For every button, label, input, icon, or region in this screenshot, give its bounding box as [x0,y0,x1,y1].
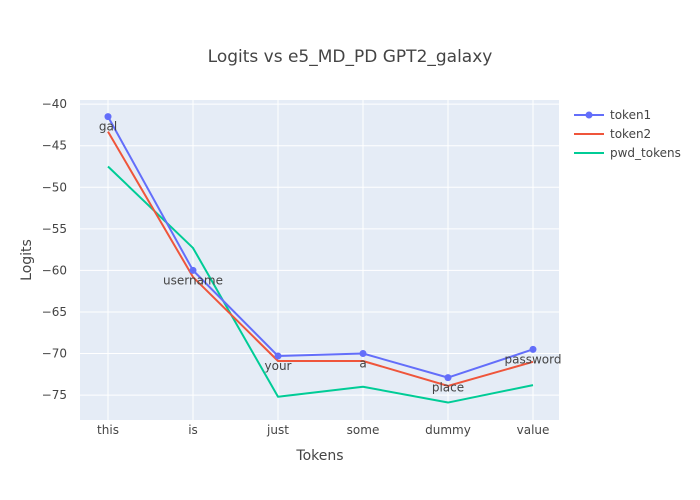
grid-lines [80,100,559,420]
data-point-token1 [274,352,282,360]
x-tick-label: is [188,423,198,437]
legend-marker-token1 [585,111,593,119]
y-tick-label: −70 [42,347,67,361]
x-tick-label: some [347,423,380,437]
point-label: your [265,359,292,373]
y-tick-label: −55 [42,222,67,236]
data-point-token1 [359,350,367,358]
series-line-pwd_tokens [107,165,534,404]
y-tick-label: −75 [42,388,67,402]
point-label: username [163,273,223,287]
legend-item-pwd_tokens[interactable]: pwd_tokens [610,146,681,160]
series-layer [104,113,537,404]
data-point-token1 [529,345,537,353]
point-labels: gal username your a place password [99,120,562,395]
data-point-token1 [104,113,112,121]
point-label: password [505,352,562,366]
plot-area [80,100,559,420]
chart-title: Logits vs e5_MD_PD GPT2_galaxy [208,47,493,67]
data-point-token1 [189,266,197,274]
data-point-token1 [444,374,452,382]
y-tick-label: −40 [42,97,67,111]
legend-item-token1[interactable]: token1 [610,108,651,122]
y-tick-label: −60 [42,263,67,277]
x-tick-label: just [266,423,289,437]
x-tick-label: dummy [425,423,471,437]
point-label: a [359,357,366,371]
y-tick-label: −50 [42,180,67,194]
point-label: gal [99,120,117,134]
series-line-token2 [107,131,534,387]
x-axis-ticks: this is just some dummy value [97,423,549,437]
x-tick-label: value [517,423,550,437]
y-axis-title: Logits [19,239,35,281]
series-line-token1 [107,116,534,379]
legend-item-token2[interactable]: token2 [610,127,651,141]
x-axis-title: Tokens [295,448,343,464]
y-tick-label: −45 [42,139,67,153]
legend: token1 token2 pwd_tokens [574,108,681,160]
y-axis-ticks: −40 −45 −50 −55 −60 −65 −70 −75 [42,97,67,402]
x-tick-label: this [97,423,119,437]
y-tick-label: −65 [42,305,67,319]
point-label: place [432,381,464,395]
